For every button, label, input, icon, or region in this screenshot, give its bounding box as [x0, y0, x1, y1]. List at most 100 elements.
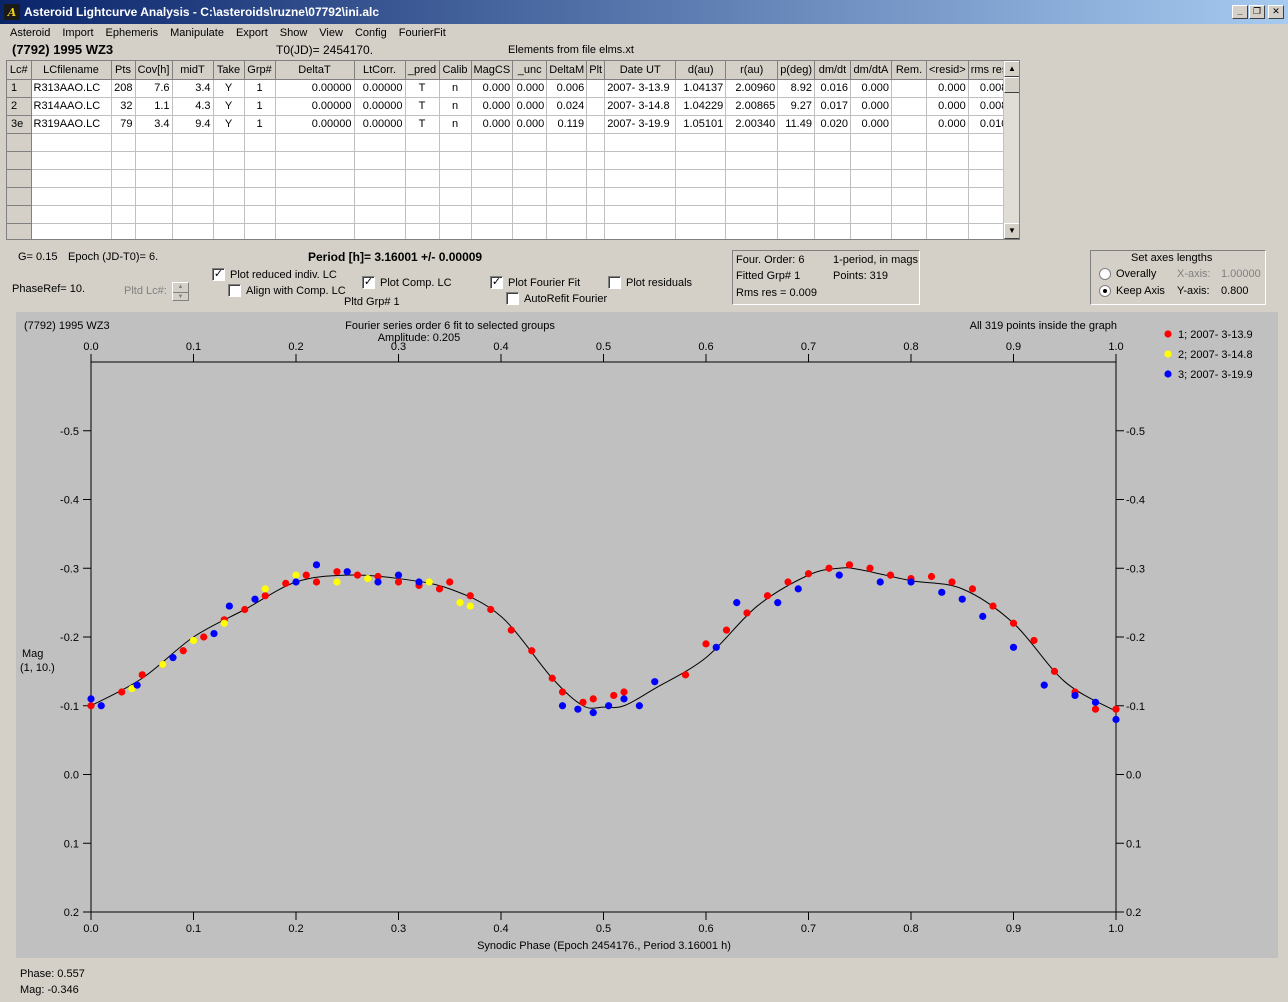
table-cell[interactable] [546, 223, 588, 239]
column-header[interactable]: p(deg) [777, 61, 815, 80]
table-cell[interactable] [604, 151, 677, 170]
spin-up-icon[interactable]: ▲ [177, 284, 184, 290]
table-cell[interactable] [725, 169, 779, 188]
table-cell[interactable] [850, 223, 892, 239]
table-cell[interactable] [546, 205, 588, 224]
table-cell[interactable] [439, 205, 472, 224]
table-cell[interactable] [512, 205, 548, 224]
radio-icon[interactable] [1099, 268, 1111, 280]
table-cell[interactable]: 0.020 [814, 115, 851, 134]
table-cell[interactable] [213, 187, 245, 206]
menu-asteroid[interactable]: Asteroid [10, 27, 51, 39]
table-cell[interactable] [850, 133, 892, 152]
table-cell[interactable] [244, 133, 276, 152]
table-cell[interactable]: Y [213, 97, 245, 116]
table-cell[interactable] [777, 187, 815, 206]
table-cell[interactable]: n [439, 79, 472, 98]
table-cell[interactable] [814, 169, 851, 188]
column-header[interactable]: Cov[h] [135, 61, 173, 80]
table-cell[interactable] [725, 205, 779, 224]
check-icon[interactable]: ✓ [362, 276, 375, 289]
table-cell[interactable] [586, 133, 606, 152]
menu-ephemeris[interactable]: Ephemeris [105, 27, 159, 39]
table-cell[interactable] [604, 205, 677, 224]
table-cell[interactable] [213, 205, 245, 224]
table-cell[interactable] [213, 223, 245, 239]
table-cell[interactable] [439, 169, 472, 188]
table-cell[interactable] [172, 205, 214, 224]
table-cell[interactable] [850, 187, 892, 206]
table-cell[interactable] [244, 205, 276, 224]
table-cell[interactable] [604, 169, 677, 188]
table-cell[interactable]: 0.017 [814, 97, 851, 116]
table-cell[interactable] [354, 169, 406, 188]
table-cell[interactable] [777, 151, 815, 170]
table-cell[interactable] [31, 205, 112, 224]
table-cell[interactable] [111, 133, 136, 152]
table-cell[interactable] [850, 151, 892, 170]
column-header[interactable]: MagCS [471, 61, 514, 80]
table-cell[interactable] [675, 133, 727, 152]
row-header[interactable] [7, 169, 32, 188]
table-cell[interactable] [891, 79, 927, 98]
table-cell[interactable] [172, 223, 214, 239]
table-cell[interactable] [814, 151, 851, 170]
table-cell[interactable] [275, 133, 355, 152]
table-cell[interactable] [354, 133, 406, 152]
table-cell[interactable] [777, 133, 815, 152]
table-cell[interactable] [725, 187, 779, 206]
lightcurve-plot[interactable]: (7792) 1995 WZ3 Fourier series order 6 f… [16, 312, 1278, 958]
table-cell[interactable] [604, 187, 677, 206]
table-cell[interactable] [926, 133, 969, 152]
table-cell[interactable] [135, 169, 173, 188]
table-cell[interactable] [675, 205, 727, 224]
table-cell[interactable]: 0.000 [512, 79, 548, 98]
table-cell[interactable]: 2.00865 [725, 97, 779, 116]
table-cell[interactable]: 1 [244, 79, 276, 98]
row-header[interactable]: 3e [7, 115, 32, 134]
menu-fourierfit[interactable]: FourierFit [398, 27, 446, 39]
table-cell[interactable] [512, 223, 548, 239]
column-header[interactable]: Grp# [244, 61, 276, 80]
table-cell[interactable] [439, 151, 472, 170]
table-cell[interactable] [275, 151, 355, 170]
table-cell[interactable] [111, 223, 136, 239]
table-cell[interactable] [244, 187, 276, 206]
table-cell[interactable] [172, 151, 214, 170]
table-cell[interactable] [926, 223, 969, 239]
column-header[interactable]: dm/dtA [850, 61, 892, 80]
table-cell[interactable] [891, 133, 927, 152]
table-cell[interactable]: 0.000 [926, 115, 969, 134]
table-cell[interactable]: 0.000 [926, 97, 969, 116]
table-cell[interactable]: 0.000 [926, 79, 969, 98]
column-header[interactable]: d(au) [675, 61, 727, 80]
table-cell[interactable] [675, 223, 727, 239]
menu-manipulate[interactable]: Manipulate [170, 27, 224, 39]
table-cell[interactable]: 0.000 [471, 115, 514, 134]
row-header[interactable] [7, 133, 32, 152]
table-row[interactable] [7, 151, 1011, 170]
row-header[interactable] [7, 205, 32, 224]
check-icon[interactable]: ✓ [490, 276, 503, 289]
table-cell[interactable] [31, 187, 112, 206]
scroll-down-icon[interactable]: ▼ [1004, 223, 1019, 239]
table-cell[interactable]: 1.04229 [675, 97, 727, 116]
table-cell[interactable] [891, 223, 927, 239]
table-cell[interactable]: 0.119 [546, 115, 588, 134]
column-header[interactable]: <resid> [926, 61, 969, 80]
table-cell[interactable] [586, 97, 606, 116]
table-cell[interactable]: 3.4 [135, 115, 173, 134]
table-cell[interactable]: 0.024 [546, 97, 588, 116]
table-cell[interactable]: 8.92 [777, 79, 815, 98]
table-cell[interactable]: 0.000 [512, 97, 548, 116]
table-cell[interactable] [172, 133, 214, 152]
plot-comp-checkbox[interactable]: ✓ Plot Comp. LC [362, 276, 452, 289]
scroll-up-icon[interactable]: ▲ [1004, 61, 1019, 77]
menu-export[interactable]: Export [235, 27, 268, 39]
minimize-button[interactable]: _ [1232, 5, 1248, 19]
table-cell[interactable]: 9.4 [172, 115, 214, 134]
table-cell[interactable] [926, 169, 969, 188]
table-cell[interactable]: 1.05101 [675, 115, 727, 134]
